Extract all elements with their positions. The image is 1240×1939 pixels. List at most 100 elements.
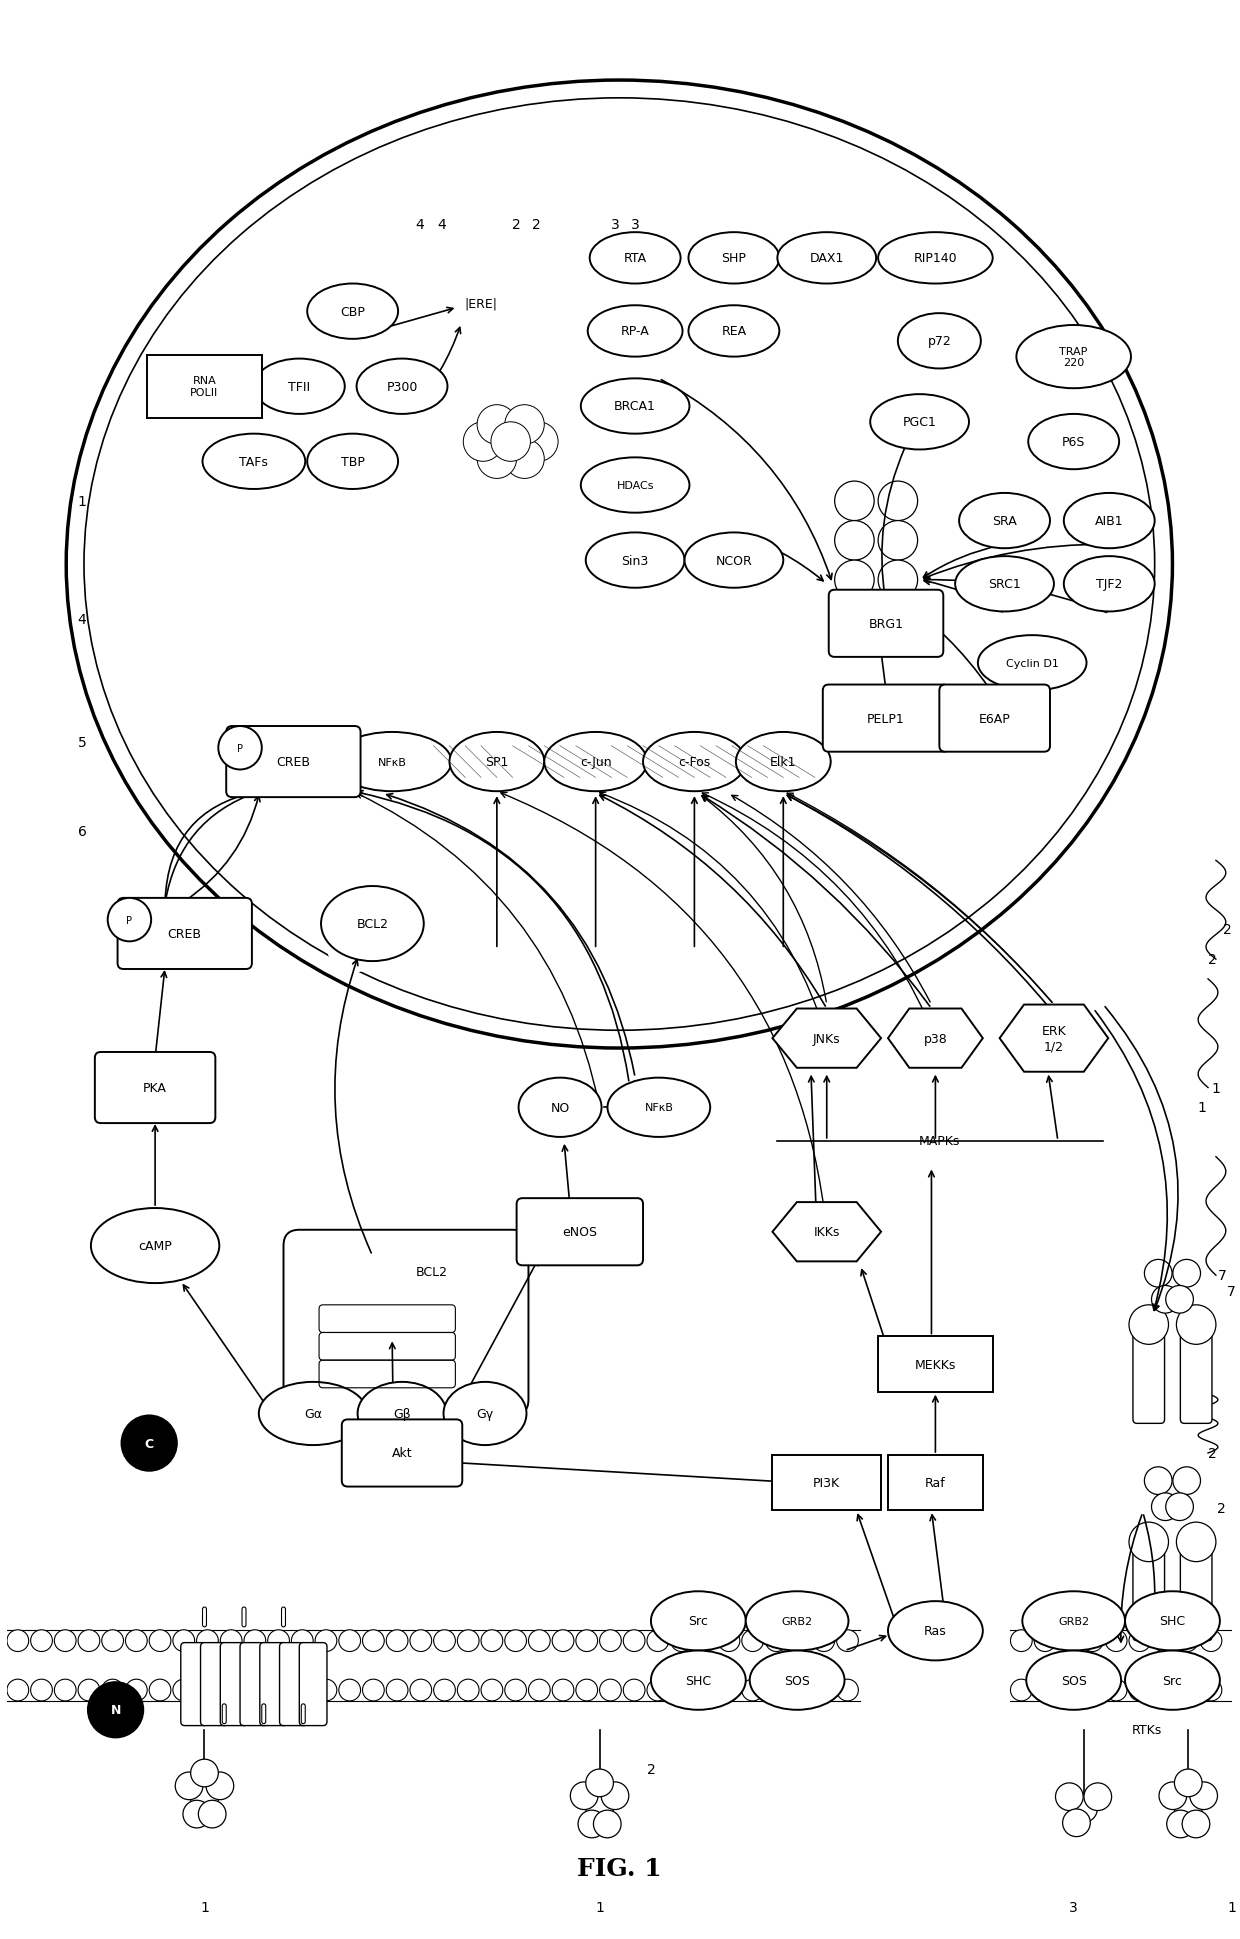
Ellipse shape: [644, 733, 745, 791]
Ellipse shape: [585, 533, 684, 588]
Text: CREB: CREB: [277, 756, 310, 768]
Circle shape: [184, 1799, 211, 1828]
Circle shape: [31, 1679, 52, 1701]
Circle shape: [570, 1782, 598, 1809]
Text: SOS: SOS: [784, 1673, 810, 1687]
Text: NO: NO: [551, 1101, 569, 1115]
Circle shape: [434, 1631, 455, 1652]
Circle shape: [505, 405, 544, 444]
Circle shape: [528, 1631, 551, 1652]
FancyBboxPatch shape: [181, 1642, 208, 1726]
Ellipse shape: [332, 733, 451, 791]
Ellipse shape: [688, 233, 780, 285]
Circle shape: [552, 1679, 574, 1701]
Ellipse shape: [684, 533, 784, 588]
Text: NCOR: NCOR: [715, 555, 753, 568]
FancyBboxPatch shape: [241, 1642, 268, 1726]
Text: REA: REA: [722, 326, 746, 337]
Text: GRB2: GRB2: [781, 1615, 812, 1627]
Text: PELP1: PELP1: [867, 712, 905, 725]
Circle shape: [1081, 1631, 1104, 1652]
Text: ERK
1/2: ERK 1/2: [1042, 1024, 1066, 1053]
Text: 2: 2: [646, 1763, 655, 1776]
Circle shape: [624, 1631, 645, 1652]
Circle shape: [309, 884, 365, 940]
Circle shape: [1128, 1305, 1168, 1344]
Circle shape: [1152, 1286, 1179, 1313]
Ellipse shape: [1064, 556, 1154, 613]
Circle shape: [386, 1679, 408, 1701]
Text: 7: 7: [1218, 1268, 1226, 1282]
Circle shape: [1105, 1631, 1127, 1652]
Text: RIP140: RIP140: [914, 252, 957, 266]
Text: SRA: SRA: [992, 516, 1017, 527]
Circle shape: [458, 1679, 479, 1701]
Ellipse shape: [878, 233, 993, 285]
Circle shape: [624, 1679, 645, 1701]
Circle shape: [102, 1679, 124, 1701]
Circle shape: [1070, 1796, 1097, 1823]
FancyBboxPatch shape: [201, 1642, 228, 1726]
Circle shape: [1173, 1468, 1200, 1495]
Circle shape: [1145, 1468, 1172, 1495]
Circle shape: [835, 601, 874, 640]
Ellipse shape: [750, 1650, 844, 1710]
Circle shape: [1084, 1784, 1111, 1811]
Circle shape: [813, 1679, 835, 1701]
Circle shape: [362, 1679, 384, 1701]
Ellipse shape: [357, 359, 448, 415]
Text: 1: 1: [1228, 1900, 1236, 1914]
Circle shape: [197, 1679, 218, 1701]
FancyBboxPatch shape: [828, 589, 944, 657]
Ellipse shape: [688, 306, 780, 357]
Circle shape: [878, 522, 918, 560]
Circle shape: [1128, 1522, 1168, 1561]
Ellipse shape: [1125, 1650, 1220, 1710]
Circle shape: [505, 440, 544, 479]
Text: 3: 3: [611, 219, 620, 233]
Text: 4: 4: [78, 613, 87, 626]
Text: BCL2: BCL2: [356, 917, 388, 931]
Circle shape: [339, 1679, 361, 1701]
FancyBboxPatch shape: [281, 1607, 285, 1627]
Text: TBP: TBP: [341, 456, 365, 469]
Text: 3: 3: [631, 219, 640, 233]
Ellipse shape: [1017, 326, 1131, 390]
Polygon shape: [773, 1008, 882, 1068]
Text: SHP: SHP: [722, 252, 746, 266]
Circle shape: [172, 1679, 195, 1701]
Ellipse shape: [651, 1650, 745, 1710]
Ellipse shape: [735, 733, 831, 791]
Ellipse shape: [898, 314, 981, 368]
Circle shape: [528, 1679, 551, 1701]
Text: 4: 4: [438, 219, 446, 233]
Text: 7: 7: [1228, 1284, 1236, 1299]
Circle shape: [1166, 1286, 1193, 1313]
Circle shape: [149, 1631, 171, 1652]
Text: Elk1: Elk1: [770, 756, 796, 768]
FancyBboxPatch shape: [299, 1642, 327, 1726]
Text: DAX1: DAX1: [810, 252, 844, 266]
Circle shape: [218, 727, 262, 770]
Circle shape: [878, 560, 918, 601]
Text: RP-A: RP-A: [621, 326, 650, 337]
Circle shape: [1174, 1768, 1202, 1797]
Ellipse shape: [518, 1078, 601, 1138]
Circle shape: [477, 440, 517, 479]
Circle shape: [718, 1679, 740, 1701]
Text: 2: 2: [1208, 952, 1216, 968]
Ellipse shape: [259, 1383, 367, 1445]
Circle shape: [1177, 1631, 1198, 1652]
Circle shape: [108, 898, 151, 942]
Ellipse shape: [1125, 1592, 1220, 1650]
Ellipse shape: [745, 1592, 848, 1650]
Circle shape: [477, 405, 517, 444]
FancyBboxPatch shape: [1133, 1534, 1164, 1640]
Text: eNOS: eNOS: [562, 1225, 598, 1239]
FancyBboxPatch shape: [301, 1704, 305, 1724]
Text: Gβ: Gβ: [393, 1408, 410, 1419]
Ellipse shape: [955, 556, 1054, 613]
Circle shape: [362, 1631, 384, 1652]
Circle shape: [600, 1631, 621, 1652]
Circle shape: [458, 1631, 479, 1652]
